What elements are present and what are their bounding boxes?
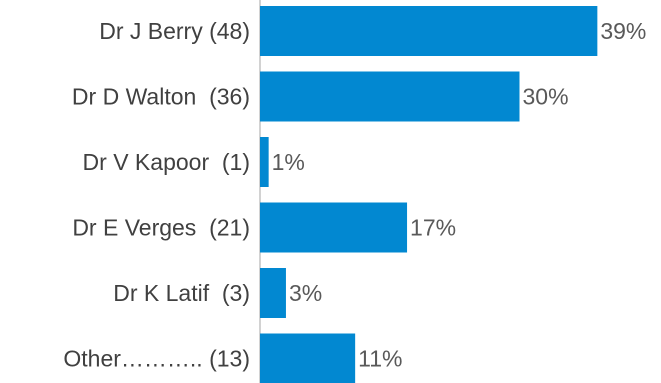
bar — [260, 137, 269, 187]
bar — [260, 333, 356, 383]
category-label: Dr D Walton (36) — [72, 84, 250, 110]
category-label: Dr V Kapoor (1) — [83, 149, 250, 175]
value-label: 1% — [272, 149, 305, 175]
bar — [260, 202, 408, 253]
category-labels-group: Dr J Berry (48) Dr D Walton (36) Dr V Kapo… — [63, 18, 250, 372]
category-label: Other……….. (13) — [63, 346, 250, 372]
value-label: 3% — [289, 280, 322, 306]
bar — [260, 71, 520, 122]
value-label: 11% — [358, 346, 402, 372]
value-labels-group: 39% 30% 1% 17% 3% 11% — [272, 18, 647, 372]
bar — [260, 6, 598, 56]
value-label: 39% — [600, 18, 646, 44]
category-label: Dr E Verges (21) — [72, 215, 250, 241]
value-label: 17% — [410, 215, 456, 241]
bar — [260, 268, 286, 318]
category-label: Dr J Berry (48) — [99, 18, 250, 44]
value-label: 30% — [523, 84, 569, 110]
category-label: Dr K Latif (3) — [113, 280, 250, 306]
bars-group — [260, 6, 598, 383]
